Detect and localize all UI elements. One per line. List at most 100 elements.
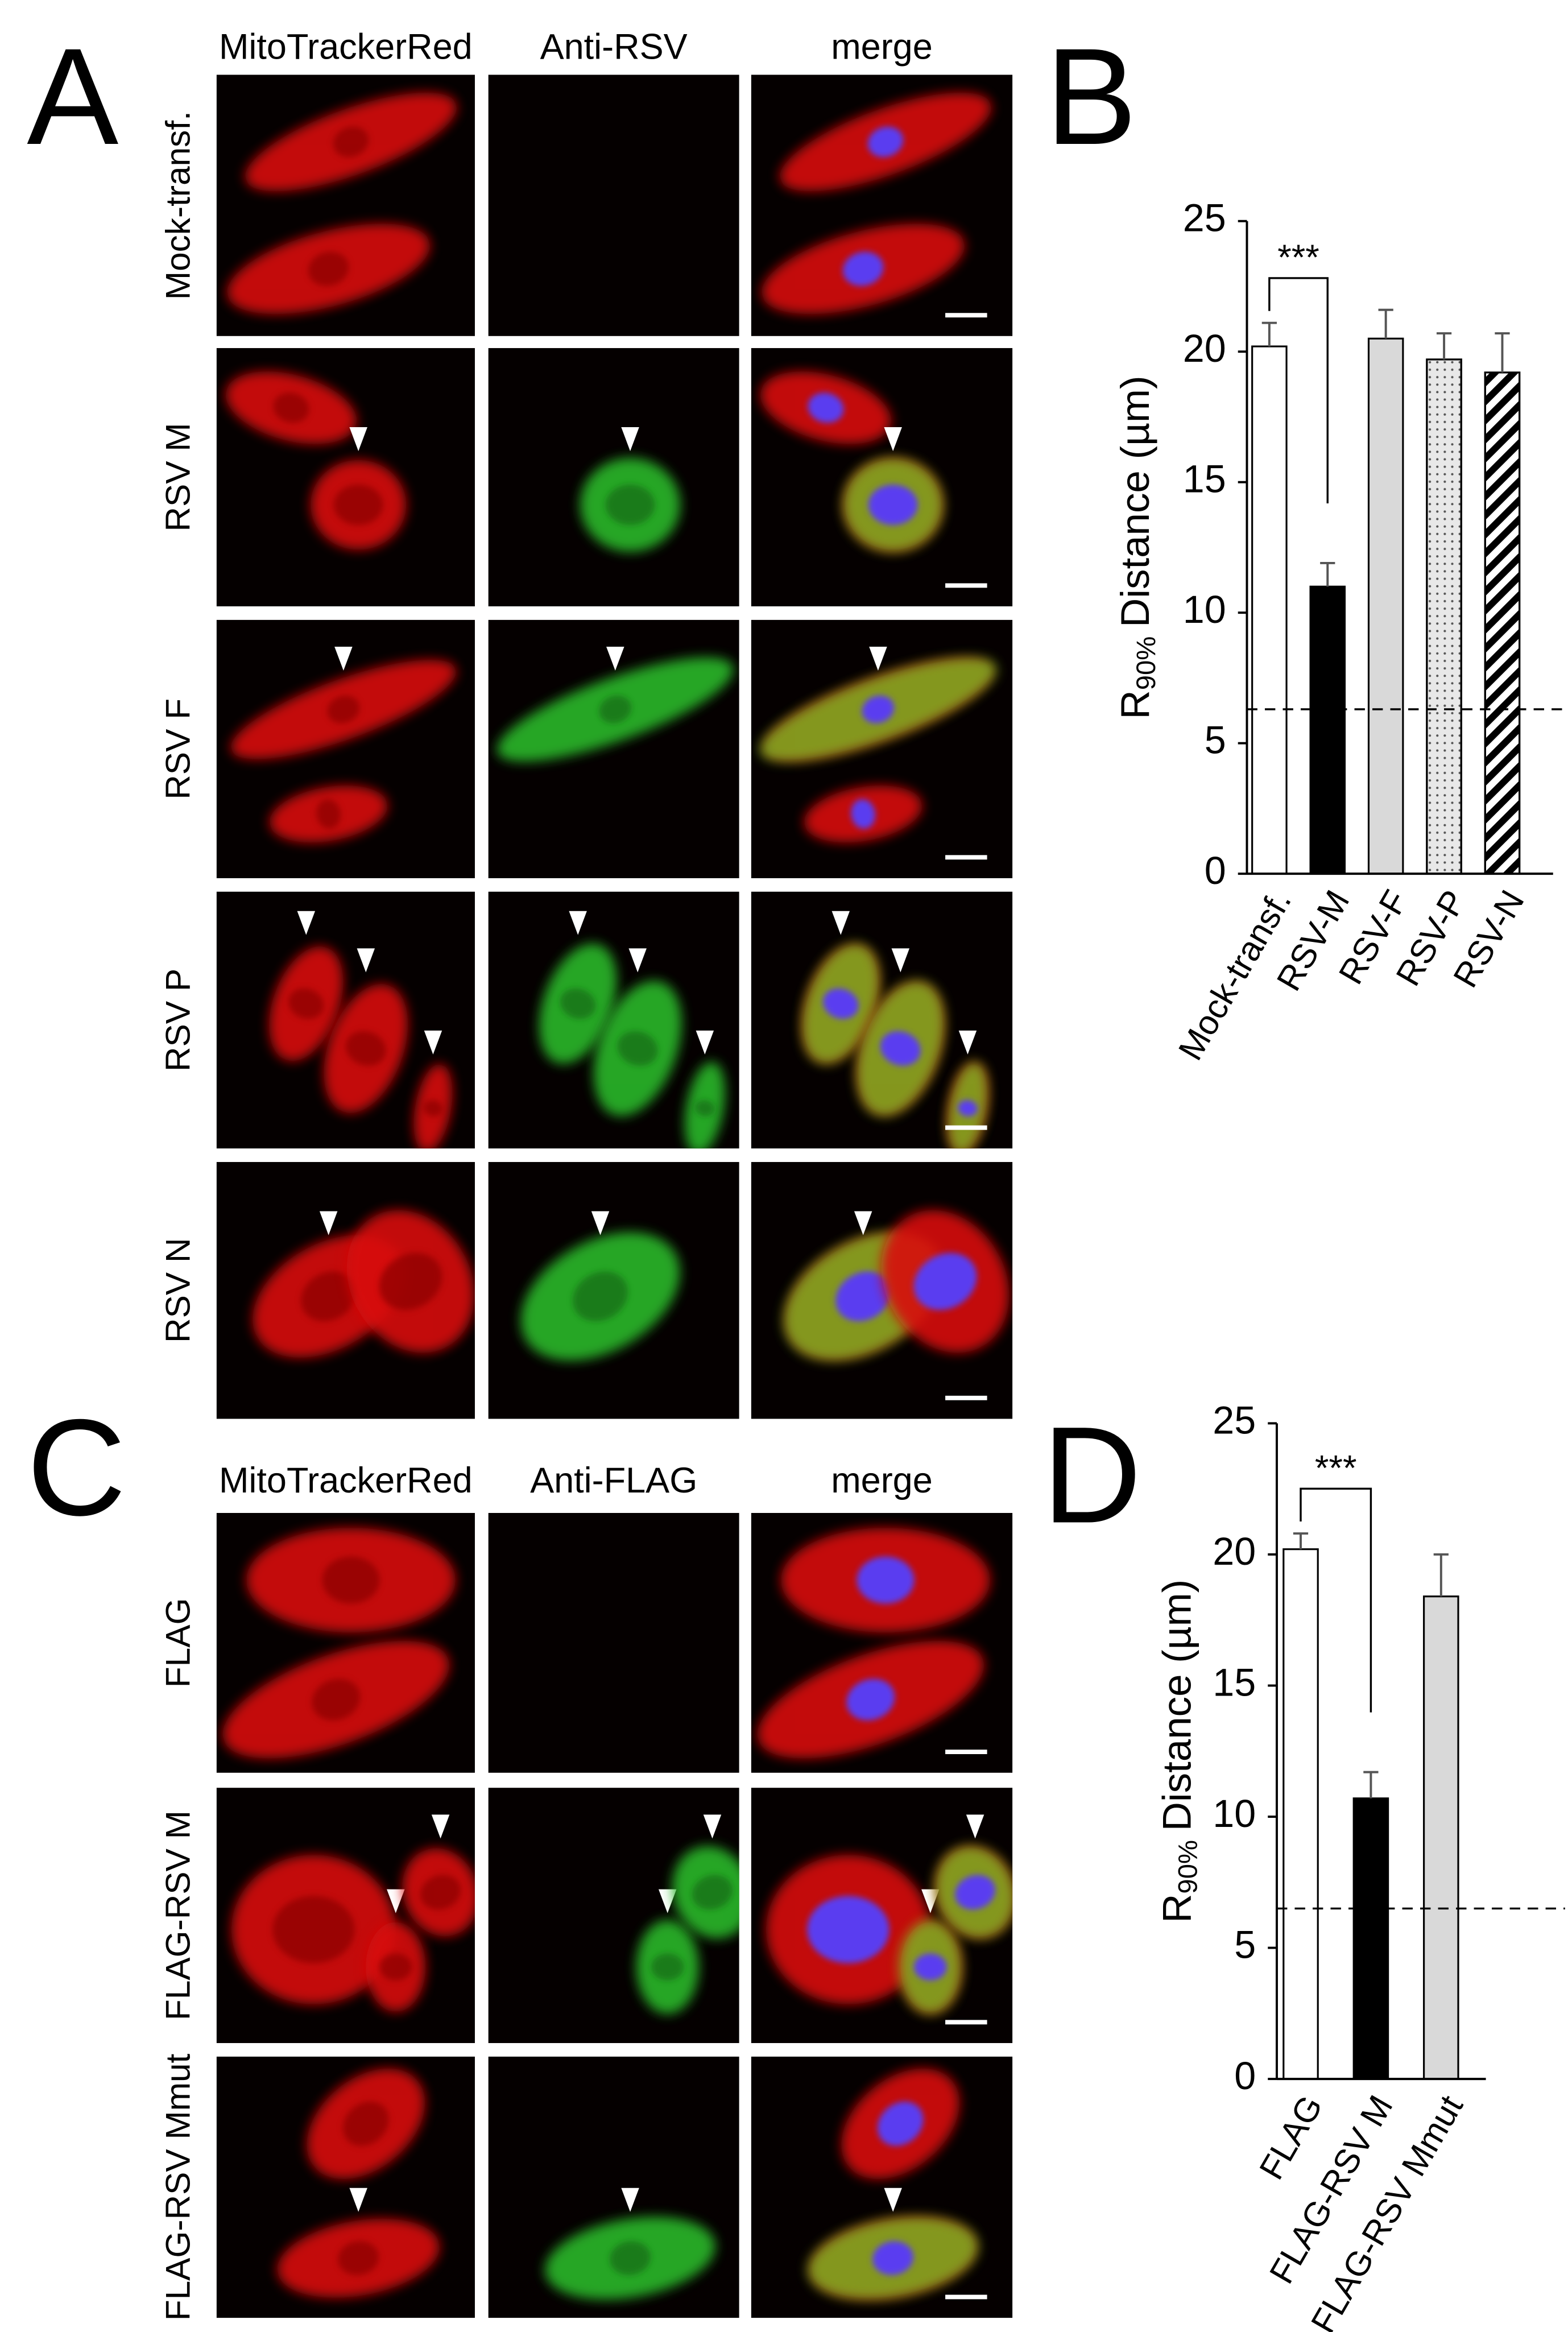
y-tick-label: 15 (1183, 458, 1226, 501)
nucleus-region (322, 1556, 380, 1604)
micrograph (751, 348, 1013, 607)
arrowhead (966, 1814, 984, 1839)
nucleus-region (343, 2101, 389, 2146)
row-label: FLAG (159, 1598, 197, 1688)
nucleus-region (272, 1896, 355, 1963)
error-bar (1436, 332, 1452, 359)
arrowhead (696, 1030, 714, 1055)
row-label: FLAG-RSV Mmut (159, 2053, 197, 2321)
nucleus-region (288, 988, 324, 1019)
micrograph (488, 891, 739, 1149)
nucleus-region (333, 485, 383, 526)
arrowhead (569, 911, 587, 935)
nucleus-region (312, 1678, 361, 1721)
nucleus (862, 696, 895, 723)
micrograph (751, 2056, 1013, 2318)
nucleus (808, 392, 844, 423)
nucleus (955, 1875, 995, 1910)
nucleus (880, 1031, 921, 1066)
y-tick-label: 25 (1183, 197, 1226, 240)
arrowhead (334, 647, 353, 671)
bar (1352, 1797, 1389, 2080)
arrowhead (958, 1030, 977, 1055)
bar (1282, 1548, 1319, 2080)
y-tick-label: 25 (1213, 1399, 1256, 1442)
bar-pattern (1426, 358, 1462, 875)
y-tick-label: 5 (1205, 719, 1226, 762)
y-axis-label-subscript: 90% (1173, 1840, 1203, 1894)
nucleus (857, 1556, 915, 1604)
micrograph (751, 1161, 1013, 1419)
arrowhead (387, 1889, 405, 1913)
micrograph (216, 1512, 475, 1773)
nucleus (958, 1100, 978, 1117)
significance-bracket (1268, 277, 1329, 503)
nucleus (872, 2241, 914, 2275)
error-bar (1378, 308, 1393, 339)
nucleus-region (423, 1100, 443, 1117)
column-header: MitoTrackerRed (219, 1461, 473, 1500)
arrowhead (431, 1814, 450, 1839)
row-label: RSV N (159, 1238, 197, 1343)
bar (1367, 337, 1404, 875)
micrograph (751, 619, 1013, 879)
arrowhead (831, 911, 850, 935)
arrowhead (357, 948, 375, 973)
bar (1251, 345, 1288, 875)
arrowhead (869, 647, 887, 671)
micrograph (216, 75, 475, 336)
nucleus-region (560, 988, 596, 1019)
nucleus-region (599, 696, 632, 723)
error-bar (1320, 561, 1335, 587)
nucleus-region (345, 1031, 386, 1066)
y-tick-label: 10 (1213, 1792, 1256, 1835)
nucleus-region (605, 485, 655, 526)
nucleus (835, 1271, 891, 1322)
arrowhead (297, 911, 316, 935)
arrowhead (621, 2188, 639, 2212)
nucleus-region (651, 1953, 684, 1980)
micrograph (488, 1161, 739, 1419)
nucleus-region (333, 126, 369, 158)
nucleus-region (316, 799, 341, 829)
column-header: MitoTrackerRed (219, 27, 473, 67)
column-header: merge (831, 27, 933, 67)
micrograph (488, 1512, 739, 1773)
significance-label: *** (1277, 238, 1319, 278)
panel-letter: D (1042, 1399, 1141, 1552)
nucleus-region (338, 2241, 379, 2275)
y-tick-label: 20 (1183, 327, 1226, 370)
y-axis-label-rest: Distance (µm) (1155, 1580, 1199, 1831)
row-label: RSV M (159, 423, 197, 531)
row-label: Mock-transf. (159, 111, 197, 300)
significance-label: *** (1315, 1448, 1357, 1488)
row-label: RSV P (159, 969, 197, 1072)
arrowhead (884, 427, 902, 452)
nucleus (807, 1896, 890, 1963)
micrograph (216, 619, 475, 879)
nucleus (913, 1252, 977, 1310)
column-header: Anti-FLAG (530, 1461, 697, 1500)
bar-pattern (1484, 371, 1521, 875)
nucleus (878, 2101, 924, 2146)
arrowhead (658, 1889, 677, 1913)
error-bar (1495, 332, 1510, 373)
arrowhead (621, 427, 639, 452)
nucleus-region (420, 1875, 461, 1910)
nucleus (842, 251, 884, 286)
y-axis-label: R90% Distance (µm) (1155, 1580, 1203, 1923)
arrowhead (349, 427, 367, 452)
arrowhead (891, 948, 910, 973)
nucleus (851, 799, 876, 829)
micrograph (488, 619, 739, 879)
y-axis-label-base: R (1155, 1894, 1199, 1923)
arrowhead (591, 1211, 610, 1235)
error-bar (1363, 1771, 1379, 1798)
y-axis-label-subscript: 90% (1132, 636, 1162, 690)
micrograph-background (488, 75, 739, 336)
micrograph (216, 891, 475, 1149)
micrograph (751, 75, 1013, 336)
arrowhead (606, 647, 624, 671)
bar (1423, 1595, 1459, 2080)
